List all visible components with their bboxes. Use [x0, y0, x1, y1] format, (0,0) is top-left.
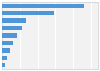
Bar	[2, 63, 5, 67]
Bar	[2, 11, 54, 15]
Bar	[2, 4, 84, 8]
Bar	[2, 41, 13, 45]
Bar	[2, 56, 7, 60]
Bar	[2, 26, 22, 30]
Bar	[2, 48, 10, 53]
Bar	[2, 18, 26, 23]
Bar	[2, 33, 17, 38]
